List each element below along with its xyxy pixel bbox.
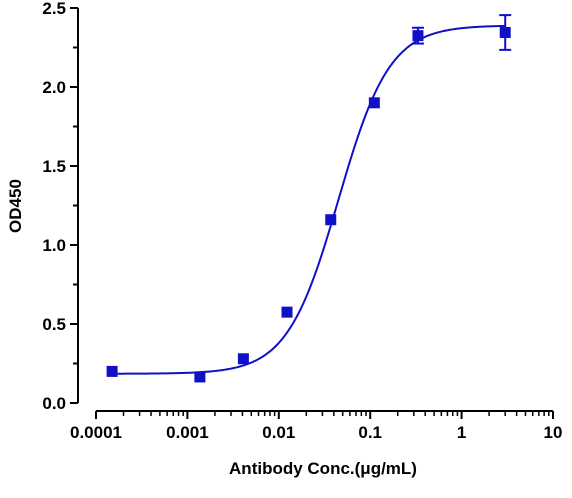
y-tick-label: 1.5	[42, 157, 66, 176]
x-tick-label: 0.01	[262, 423, 295, 442]
y-axis-title: OD450	[6, 179, 25, 233]
x-tick-label: 10	[544, 423, 563, 442]
y-tick-label: 2.5	[42, 0, 66, 18]
y-tick-label: 1.0	[42, 236, 66, 255]
tick-marks	[70, 7, 554, 419]
error-bars	[411, 14, 512, 51]
y-tick-label: 2.0	[42, 78, 66, 97]
data-point	[499, 26, 511, 38]
data-point	[237, 353, 249, 365]
data-point	[194, 371, 206, 383]
axes	[77, 8, 553, 412]
fit-curve-group	[112, 24, 506, 375]
x-tick-label: 0.0001	[70, 423, 122, 442]
data-point	[106, 365, 118, 377]
data-point	[325, 214, 337, 226]
data-point	[412, 30, 424, 42]
data-point	[368, 97, 380, 109]
fit-curve	[112, 24, 506, 375]
tick-labels: 0.0 0.5 1.0 1.5 2.0 2.5 0.0001 0.001 0.01 0.1 1 10	[42, 0, 562, 442]
data-points	[106, 26, 511, 383]
x-tick-label: 0.1	[358, 423, 382, 442]
x-tick-label: 0.001	[166, 423, 209, 442]
y-tick-label: 0.5	[42, 315, 66, 334]
x-axis-title: Antibody Conc.(μg/mL)	[229, 459, 417, 478]
data-point	[281, 306, 293, 318]
x-tick-label: 1	[457, 423, 466, 442]
y-tick-label: 0.0	[42, 394, 66, 413]
